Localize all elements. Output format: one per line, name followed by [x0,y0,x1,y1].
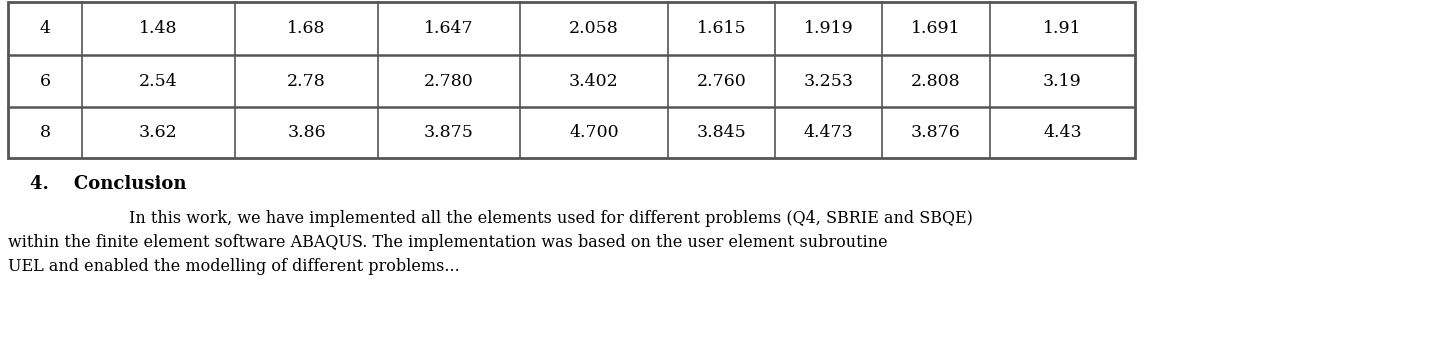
Text: 4.473: 4.473 [804,124,853,141]
Text: 4: 4 [39,20,51,37]
Text: 2.54: 2.54 [139,73,177,89]
Text: 1.919: 1.919 [804,20,853,37]
Text: 6: 6 [39,73,51,89]
Text: 2.760: 2.760 [697,73,746,89]
Text: 1.68: 1.68 [287,20,326,37]
Text: 4.    Conclusion: 4. Conclusion [30,175,186,193]
Text: 3.845: 3.845 [697,124,746,141]
Text: 2.78: 2.78 [287,73,326,89]
Text: 1.647: 1.647 [424,20,473,37]
Text: 3.253: 3.253 [804,73,853,89]
Text: 2.058: 2.058 [569,20,619,37]
Text: In this work, we have implemented all the elements used for different problems (: In this work, we have implemented all th… [88,210,973,227]
Text: 1.615: 1.615 [697,20,746,37]
Text: 3.875: 3.875 [424,124,473,141]
Text: 3.876: 3.876 [911,124,961,141]
Text: within the finite element software ABAQUS. The implementation was based on the u: within the finite element software ABAQU… [9,234,887,251]
Text: 3.62: 3.62 [139,124,177,141]
Text: UEL and enabled the modelling of different problems...: UEL and enabled the modelling of differe… [9,258,460,275]
Text: 4.700: 4.700 [569,124,619,141]
Text: 2.808: 2.808 [911,73,961,89]
Text: 8: 8 [39,124,51,141]
Text: 4.43: 4.43 [1043,124,1082,141]
Text: 1.691: 1.691 [911,20,961,37]
Text: 3.402: 3.402 [569,73,619,89]
Bar [9,2,1136,158]
Text: 1.48: 1.48 [140,20,177,37]
Text: 2.780: 2.780 [424,73,473,89]
Text: 1.91: 1.91 [1043,20,1082,37]
Text: 3.19: 3.19 [1043,73,1082,89]
Text: 3.86: 3.86 [287,124,326,141]
